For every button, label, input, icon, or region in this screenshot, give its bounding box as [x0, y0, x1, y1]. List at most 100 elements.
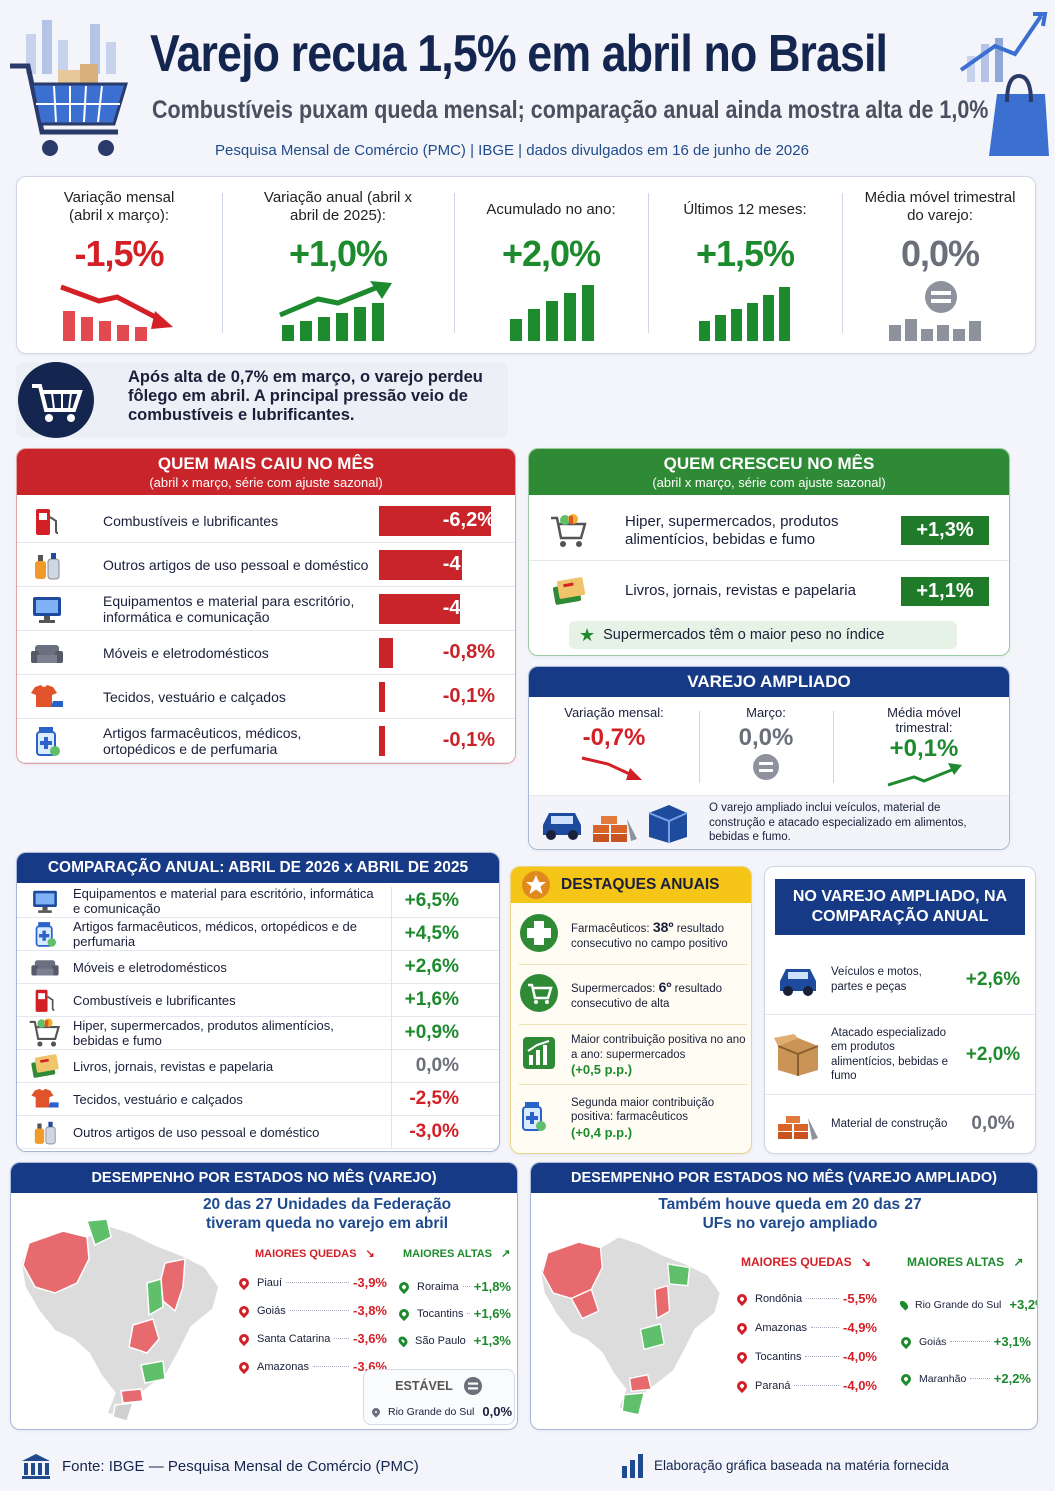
annual-value: +1,6%	[404, 989, 459, 1010]
annual-value: +6,5%	[404, 890, 459, 911]
location-pin-icon	[236, 1359, 252, 1374]
fell-row: Móveis e eletrodomésticos -0,8%	[17, 631, 515, 675]
brazil-map-retail	[20, 1218, 220, 1422]
highlight-item: Segunda maior contribuição positiva: far…	[519, 1089, 747, 1147]
states-ampliado-subtitle: Também houve queda em 20 das 27 UFs no v…	[658, 1196, 922, 1232]
chart-icon	[622, 1454, 643, 1478]
car-icon	[765, 963, 831, 997]
shopping-cart-illustration-icon	[10, 20, 129, 156]
location-pin-icon	[236, 1331, 252, 1346]
up-arrow-icon	[887, 763, 962, 787]
grew-row: Hiper, supermercados, produtos alimentíc…	[529, 501, 1009, 561]
books-icon	[21, 1052, 69, 1079]
location-pin-icon	[236, 1303, 252, 1318]
grocery-cart-icon	[21, 1018, 69, 1048]
location-pin-icon	[734, 1320, 750, 1335]
state-row: Santa Catarina -3,6%	[236, 1331, 387, 1346]
ampliado-annual-panel: NO VAREJO AMPLIADO, NA COMPARAÇÃO ANUAL …	[764, 866, 1036, 1154]
grew-row: Livros, jornais, revistas e papelaria +1…	[529, 561, 1009, 621]
state-row: Goiás -3,8%	[236, 1303, 387, 1318]
fell-row: Combustíveis e lubrificantes -6,2%	[17, 499, 515, 543]
box-icon	[765, 1033, 831, 1076]
fell-title: QUEM MAIS CAIU NO MÊS	[157, 454, 375, 473]
annual-value: +2,6%	[404, 956, 459, 977]
state-row: Paraná -4,0%	[734, 1378, 877, 1393]
monitor-icon	[21, 888, 69, 914]
down-trend-icon	[60, 284, 173, 341]
grew-note: ★ Supermercados têm o maior peso no índi…	[569, 621, 957, 649]
page-subtitle: Combustíveis puxam queda mensal; compara…	[152, 96, 989, 124]
state-row: Roraima +1,8%	[396, 1279, 511, 1294]
down-arrow-icon: ↘	[861, 1255, 872, 1269]
bottles-icon	[17, 549, 77, 581]
highlight-item: Farmacêuticos: 38º resultado consecutivo…	[519, 907, 747, 965]
brazil-map-ampliado	[539, 1235, 722, 1416]
annual-row: Outros artigos de uso pessoal e doméstic…	[17, 1116, 499, 1149]
state-row: Tocantins -4,0%	[734, 1349, 877, 1364]
bricks-icon	[593, 816, 637, 842]
highlights-header: DESTAQUES ANUAIS	[511, 867, 751, 903]
fell-bar: -0,1%	[379, 681, 499, 712]
fell-panel-header: QUEM MAIS CAIU NO MÊS (abril x março, sé…	[17, 449, 515, 495]
states-retail-panel: DESEMPENHO POR ESTADOS NO MÊS (VAREJO) 2…	[10, 1162, 518, 1430]
medicine-icon	[17, 725, 77, 757]
annual-row: Equipamentos e material para escritório,…	[17, 885, 499, 918]
medicine-icon	[21, 920, 69, 947]
state-row: Tocantins +1,6%	[396, 1306, 511, 1321]
equal-icon	[753, 754, 779, 780]
annual-panel: COMPARAÇÃO ANUAL: ABRIL DE 2026 x ABRIL …	[16, 852, 500, 1152]
cart-icon	[18, 362, 94, 438]
medicine-icon	[519, 1100, 563, 1137]
cart-icon	[519, 973, 563, 1018]
up-arrow-icon: ↗	[501, 1248, 511, 1260]
star-icon: ★	[579, 624, 596, 645]
location-pin-icon	[734, 1378, 750, 1393]
location-pin-icon	[898, 1334, 914, 1349]
kpi-label: Média móvel trimestral do varejo:	[864, 189, 1016, 224]
ampliado-annual-row: Veículos e motos, partes e peças +2,6%	[765, 945, 1035, 1015]
highlights-panel: DESTAQUES ANUAIS Farmacêuticos: 38º resu…	[510, 866, 752, 1154]
down-arrow-icon	[581, 756, 642, 780]
annual-value: -3,0%	[409, 1121, 459, 1142]
kpi-value: -1,5%	[74, 233, 164, 274]
state-row: Goiás +3,1%	[898, 1334, 1031, 1349]
ampliado-falls-label: MAIORES QUEDAS ↘	[741, 1255, 872, 1269]
annual-row: Móveis e eletrodomésticos +2,6%	[17, 951, 499, 984]
page-title: Varejo recua 1,5% em abril no Brasil	[150, 25, 888, 83]
bottles-icon	[21, 1118, 69, 1145]
annual-value: 0,0%	[415, 1055, 459, 1076]
highlight-item: Maior contribuição positiva no ano a ano…	[519, 1027, 747, 1085]
fell-bar: -4,5%	[379, 593, 499, 624]
ampliado-annual-value: 0,0%	[971, 1113, 1015, 1134]
state-row: Amazonas -4,9%	[734, 1320, 877, 1335]
books-icon	[529, 575, 609, 607]
state-row: Maranhão +2,2%	[898, 1371, 1031, 1386]
bricks-icon	[765, 1106, 831, 1142]
ampliado-rises-label: MAIORES ALTAS ↗	[907, 1255, 1024, 1269]
retail-falls-label: MAIORES QUEDAS ↘	[255, 1248, 375, 1260]
grocery-cart-icon	[529, 513, 609, 548]
institution-icon	[22, 1454, 50, 1479]
kpi-value: 0,0%	[900, 233, 980, 274]
star-badge-icon	[522, 871, 550, 899]
up-trend-icon	[279, 281, 392, 341]
kpi-strip: Variação mensal (abril x março): -1,5% V…	[16, 176, 1036, 354]
kpi-monthly: Variação mensal (abril x março): -1,5%	[17, 177, 221, 353]
location-pin-icon	[734, 1349, 750, 1364]
kpi-value: +1,5%	[695, 233, 795, 274]
location-pin-icon	[396, 1279, 412, 1294]
fell-row: Artigos farmacêuticos, médicos, ortopédi…	[17, 719, 515, 763]
location-pin-icon	[396, 1306, 412, 1321]
annual-value: +4,5%	[404, 923, 459, 944]
kpi-value: +2,0%	[501, 233, 601, 274]
grew-badge: +1,1%	[901, 576, 989, 606]
states-retail-header: DESEMPENHO POR ESTADOS NO MÊS (VAREJO)	[11, 1163, 517, 1193]
equal-icon	[463, 1377, 482, 1395]
states-ampliado-header: DESEMPENHO POR ESTADOS NO MÊS (VAREJO AM…	[531, 1163, 1037, 1193]
fell-bar: -0,8%	[379, 637, 499, 668]
ampliado-moving-average: Média móvel trimestral: +0,1%	[849, 705, 999, 794]
intro-text: Após alta de 0,7% em março, o varejo per…	[128, 368, 483, 424]
fuel-pump-icon	[21, 986, 69, 1013]
kpi-value: +1,0%	[288, 233, 388, 274]
kpi-12m: Últimos 12 meses: +1,5%	[649, 177, 841, 353]
